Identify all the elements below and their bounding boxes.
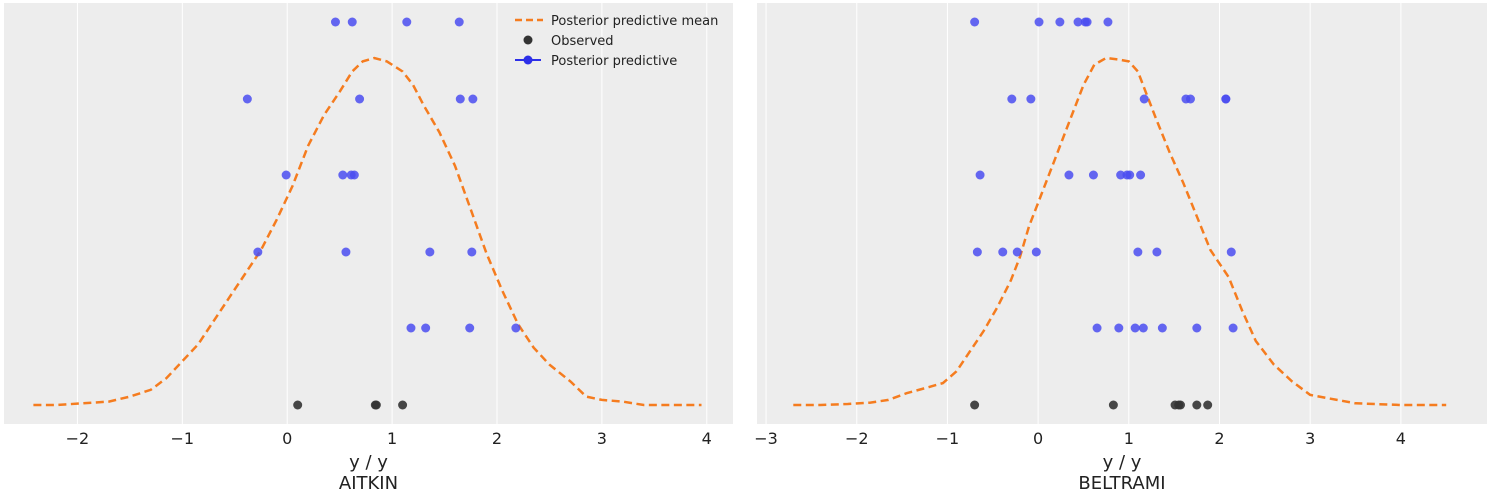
posterior-predictive-point bbox=[338, 170, 348, 180]
posterior-predictive-point bbox=[330, 17, 340, 27]
posterior-predictive-point bbox=[1031, 247, 1041, 257]
observed-point bbox=[293, 400, 303, 410]
x-tick-label: 2 bbox=[1214, 429, 1224, 448]
x-tick-label: 4 bbox=[1396, 429, 1406, 448]
x-tick-label: 1 bbox=[387, 429, 397, 448]
posterior-predictive-point bbox=[355, 94, 365, 104]
x-tick-label: −1 bbox=[936, 429, 960, 448]
legend-predictive-swatch bbox=[523, 55, 533, 65]
posterior-predictive-point bbox=[468, 94, 478, 104]
observed-point bbox=[1203, 400, 1213, 410]
posterior-predictive-point bbox=[970, 17, 980, 27]
posterior-predictive-point bbox=[1228, 323, 1238, 333]
x-tick-label: −2 bbox=[66, 429, 90, 448]
observed-point bbox=[371, 400, 381, 410]
posterior-predictive-point bbox=[347, 17, 357, 27]
posterior-predictive-point bbox=[454, 17, 464, 27]
legend-observed-label: Observed bbox=[551, 34, 614, 49]
legend-mean-label: Posterior predictive mean bbox=[551, 14, 718, 29]
posterior-predictive-point bbox=[1133, 247, 1143, 257]
posterior-predictive-mean-line bbox=[33, 56, 702, 407]
posterior-predictive-point bbox=[1103, 17, 1113, 27]
posterior-predictive-point bbox=[1073, 17, 1083, 27]
plot-area bbox=[757, 3, 1487, 424]
posterior-predictive-point bbox=[341, 247, 351, 257]
posterior-predictive-point bbox=[1130, 323, 1140, 333]
posterior-predictive-mean-line bbox=[793, 56, 1447, 407]
x-tick-label: 1 bbox=[1124, 429, 1134, 448]
posterior-predictive-point bbox=[1007, 94, 1017, 104]
x-tick-label: −2 bbox=[845, 429, 869, 448]
x-tick-label: 2 bbox=[492, 429, 502, 448]
posterior-predictive-point bbox=[1136, 170, 1146, 180]
posterior-predictive-point bbox=[1092, 323, 1102, 333]
panel-title: AITKIN bbox=[339, 473, 398, 494]
posterior-predictive-point bbox=[421, 323, 431, 333]
posterior-predictive-point bbox=[1125, 170, 1135, 180]
posterior-predictive-point bbox=[242, 94, 252, 104]
posterior-predictive-point bbox=[1088, 170, 1098, 180]
observed-point bbox=[398, 400, 408, 410]
posterior-predictive-point bbox=[1114, 323, 1124, 333]
x-axis-label: y / y bbox=[349, 452, 388, 473]
posterior-predictive-point bbox=[1082, 17, 1092, 27]
posterior-predictive-point bbox=[998, 247, 1008, 257]
posterior-predictive-point bbox=[1192, 323, 1202, 333]
legend-observed-swatch bbox=[523, 35, 533, 45]
posterior-predictive-point bbox=[1055, 17, 1065, 27]
posterior-predictive-point bbox=[1012, 247, 1022, 257]
observed-point bbox=[1175, 400, 1185, 410]
posterior-predictive-point bbox=[349, 170, 359, 180]
posterior-predictive-point bbox=[1064, 170, 1074, 180]
x-tick-label: −1 bbox=[171, 429, 195, 448]
posterior-predictive-point bbox=[455, 94, 465, 104]
posterior-predictive-point bbox=[425, 247, 435, 257]
posterior-predictive-point bbox=[1026, 94, 1036, 104]
posterior-predictive-point bbox=[253, 247, 263, 257]
x-tick-label: 0 bbox=[282, 429, 292, 448]
posterior-predictive-point bbox=[1152, 247, 1162, 257]
posterior-predictive-point bbox=[1034, 17, 1044, 27]
observed-point bbox=[1108, 400, 1118, 410]
legend: Posterior predictive mean Observed Poste… bbox=[515, 14, 718, 69]
legend-predictive-label: Posterior predictive bbox=[551, 54, 677, 69]
posterior-predictive-point bbox=[1139, 94, 1149, 104]
posterior-predictive-point bbox=[467, 247, 477, 257]
x-tick-label: 0 bbox=[1033, 429, 1043, 448]
posterior-predictive-point bbox=[1226, 247, 1236, 257]
posterior-predictive-point bbox=[511, 323, 521, 333]
x-axis-label: y / y bbox=[1103, 452, 1142, 473]
posterior-predictive-point bbox=[465, 323, 475, 333]
posterior-predictive-point bbox=[972, 247, 982, 257]
x-tick-label: 3 bbox=[1305, 429, 1315, 448]
x-tick-label: 4 bbox=[702, 429, 712, 448]
plot-area bbox=[4, 3, 733, 424]
posterior-predictive-point bbox=[1138, 323, 1148, 333]
posterior-predictive-point bbox=[1185, 94, 1195, 104]
posterior-predictive-point bbox=[975, 170, 985, 180]
posterior-predictive-point bbox=[281, 170, 291, 180]
posterior-predictive-point bbox=[1116, 170, 1126, 180]
panel-title: BELTRAMI bbox=[1078, 473, 1165, 494]
x-tick-label: −3 bbox=[754, 429, 778, 448]
observed-point bbox=[970, 400, 980, 410]
posterior-predictive-point bbox=[1221, 94, 1231, 104]
x-tick-label: 3 bbox=[597, 429, 607, 448]
posterior-predictive-point bbox=[402, 17, 412, 27]
posterior-predictive-point bbox=[1157, 323, 1167, 333]
posterior-predictive-point bbox=[406, 323, 416, 333]
observed-point bbox=[1192, 400, 1202, 410]
